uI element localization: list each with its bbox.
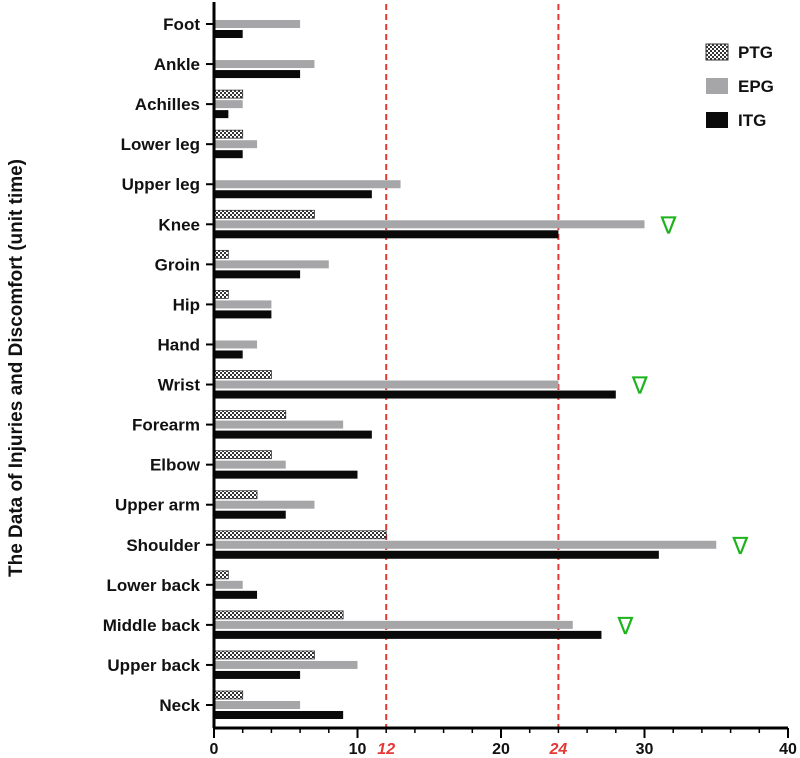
bar-itg-neck (214, 711, 344, 719)
bar-itg-upper-arm (214, 510, 286, 519)
bar-epg-neck (214, 701, 301, 709)
category-label-ankle: Ankle (154, 55, 200, 74)
bar-epg-ankle (214, 60, 315, 69)
bar-itg-foot (214, 30, 243, 38)
bar-itg-hip (214, 310, 272, 319)
bar-ptg-upper-back (213, 650, 315, 660)
category-label-hip: Hip (173, 295, 200, 314)
category-label-elbow: Elbow (150, 456, 201, 475)
bar-ptg-upper-arm (213, 490, 258, 500)
bar-epg-upper-leg (214, 180, 401, 189)
reference-label-12: 12 (377, 741, 395, 758)
bar-ptg-knee (213, 209, 315, 219)
legend: PTG EPG ITG (705, 43, 774, 130)
category-label-upper-back: Upper back (107, 656, 200, 675)
bar-itg-wrist (214, 390, 616, 399)
legend-swatch-epg (706, 78, 728, 94)
bar-epg-elbow (214, 460, 286, 469)
bar-ptg-achilles (213, 89, 244, 99)
bar-ptg-forearm (213, 410, 287, 419)
category-label-hand: Hand (158, 335, 201, 354)
category-label-upper-leg: Upper leg (122, 175, 200, 194)
category-label-neck: Neck (159, 696, 200, 715)
bar-itg-lower-leg (214, 150, 243, 159)
x-tick-label-0: 0 (210, 741, 219, 758)
bar-itg-shoulder (214, 550, 659, 559)
bar-epg-hip (214, 300, 272, 309)
marker-shoulder: ∇ (731, 532, 749, 560)
plot-area: Foot Ankle Achilles Lower leg Upper leg Knee G… (103, 2, 797, 758)
category-label-middle-back: Middle back (103, 616, 201, 635)
marker-wrist: ∇ (631, 372, 649, 400)
bar-itg-ankle (214, 70, 301, 79)
bar-epg-knee (214, 220, 645, 229)
bar-itg-achilles (214, 110, 229, 119)
category-label-upper-arm: Upper arm (115, 496, 200, 515)
bar-itg-forearm (214, 430, 372, 439)
marker-middle-back: ∇ (616, 612, 634, 640)
x-tick-label-10: 10 (349, 741, 367, 758)
marker-knee: ∇ (659, 211, 677, 239)
bar-epg-wrist (214, 380, 559, 389)
bar-itg-elbow (214, 470, 358, 479)
bar-ptg-wrist (213, 370, 272, 379)
bar-itg-knee (214, 230, 559, 239)
legend-label-ptg: PTG (738, 43, 773, 62)
bar-epg-foot (214, 20, 301, 28)
bar-itg-upper-back (214, 670, 301, 679)
x-tick-label-20: 20 (492, 741, 510, 758)
bar-itg-hand (214, 350, 243, 359)
category-label-shoulder: Shoulder (126, 536, 200, 555)
bar-itg-groin (214, 270, 301, 279)
category-label-lower-back: Lower back (106, 576, 200, 595)
category-label-lower-leg: Lower leg (121, 135, 200, 154)
bar-epg-hand (214, 340, 258, 349)
bar-epg-lower-leg (214, 140, 258, 149)
x-tick-label-40: 40 (779, 741, 797, 758)
x-tick-label-30: 30 (636, 741, 654, 758)
bar-ptg-middle-back (213, 610, 344, 620)
bar-ptg-neck (213, 690, 244, 700)
bar-epg-lower-back (214, 580, 243, 589)
bar-itg-upper-leg (214, 190, 372, 199)
bar-ptg-elbow (213, 450, 272, 460)
bar-epg-shoulder (214, 540, 717, 549)
legend-swatch-itg (706, 112, 728, 128)
reference-label-24: 24 (549, 741, 568, 758)
bar-epg-middle-back (214, 620, 573, 629)
bar-epg-forearm (214, 420, 344, 429)
category-label-achilles: Achilles (135, 95, 200, 114)
bar-ptg-hip (213, 290, 229, 299)
category-label-knee: Knee (158, 215, 200, 234)
bar-itg-middle-back (214, 630, 602, 639)
bar-itg-lower-back (214, 590, 258, 599)
legend-label-itg: ITG (738, 111, 766, 130)
bar-epg-upper-back (214, 660, 358, 669)
bar-ptg-lower-back (213, 570, 229, 580)
category-label-forearm: Forearm (132, 416, 200, 435)
category-label-foot: Foot (163, 15, 200, 34)
bar-ptg-groin (213, 249, 229, 259)
legend-label-epg: EPG (738, 77, 774, 96)
bar-epg-groin (214, 260, 329, 269)
bar-ptg-shoulder (213, 530, 387, 540)
category-label-groin: Groin (155, 255, 200, 274)
bar-epg-achilles (214, 100, 243, 109)
bar-epg-upper-arm (214, 500, 315, 509)
bar-ptg-lower-leg (213, 129, 244, 139)
y-axis-label: The Data of Injuries and Discomfort (uni… (6, 159, 27, 577)
legend-swatch-ptg (705, 43, 729, 61)
category-label-wrist: Wrist (158, 376, 201, 395)
